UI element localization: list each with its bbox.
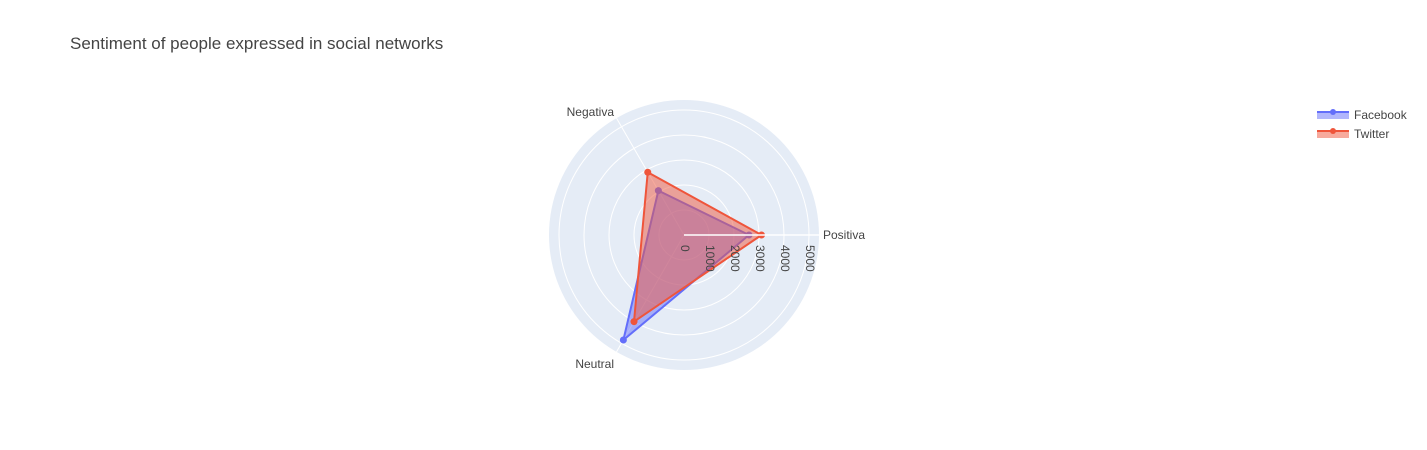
- legend-label-facebook: Facebook: [1354, 107, 1407, 122]
- radial-tick-label-0: 0: [678, 245, 692, 252]
- radial-tick-label-3000: 3000: [753, 245, 767, 272]
- angular-label-neutral: Neutral: [575, 357, 614, 371]
- legend-swatch-facebook-icon: [1317, 108, 1349, 119]
- series-area-twitter: [633, 171, 763, 323]
- legend-label-twitter: Twitter: [1354, 126, 1390, 141]
- chart-title: Sentiment of people expressed in social …: [70, 34, 444, 53]
- radial-tick-label-1000: 1000: [703, 245, 717, 272]
- axis-labels: Positiva Negativa Neutral 0 1000 2000 3000 4000…: [567, 105, 866, 371]
- data-point-twitter-neutral: [630, 318, 638, 326]
- angular-label-positiva: Positiva: [823, 228, 865, 242]
- legend-item-twitter[interactable]: Twitter: [1316, 124, 1407, 143]
- series-layer: [619, 168, 765, 344]
- data-point-facebook-neutral: [619, 336, 627, 344]
- legend-item-facebook[interactable]: Facebook: [1316, 105, 1407, 124]
- legend: Facebook Twitter: [1316, 105, 1407, 143]
- legend-swatch-twitter-icon: [1317, 127, 1349, 138]
- angular-label-negativa: Negativa: [567, 105, 615, 119]
- radial-tick-label-4000: 4000: [778, 245, 792, 272]
- radial-tick-label-5000: 5000: [803, 245, 817, 272]
- data-point-twitter-negativa: [644, 168, 652, 176]
- radial-tick-label-2000: 2000: [728, 245, 742, 272]
